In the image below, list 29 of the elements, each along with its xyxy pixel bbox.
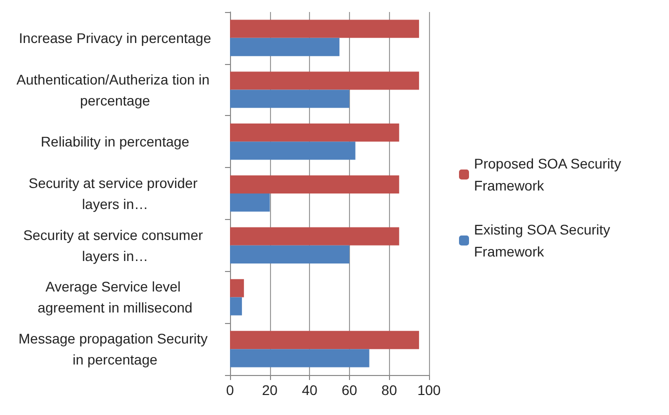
y-tick-label: Security at service provider layers in… bbox=[28, 175, 202, 212]
bar bbox=[230, 72, 420, 90]
bar bbox=[230, 349, 370, 368]
bar bbox=[230, 20, 420, 38]
bar bbox=[230, 194, 270, 212]
y-tick-label: Average Service level agreement in millisecond bbox=[38, 278, 192, 316]
bar bbox=[230, 38, 340, 56]
bar bbox=[230, 90, 350, 108]
x-tick-label: 0 bbox=[226, 382, 234, 398]
y-tick-label: Reliability in percentage bbox=[40, 134, 190, 150]
x-tick-label: 100 bbox=[417, 382, 441, 398]
y-tick-label: Authentication/Autheriza tion in percentage bbox=[16, 71, 214, 108]
bar bbox=[230, 245, 350, 264]
x-tick-label: 40 bbox=[302, 382, 318, 398]
x-tick-label: 20 bbox=[262, 382, 278, 398]
y-tick-label: Increase Privacy in percentage bbox=[18, 30, 212, 46]
legend-label: Proposed SOA Security Framework bbox=[474, 156, 625, 194]
legend-label: Existing SOA Security Framework bbox=[474, 222, 614, 260]
bar bbox=[230, 175, 400, 194]
bar bbox=[230, 330, 420, 350]
y-tick-label: Message propagation Security in percentage bbox=[18, 330, 212, 368]
bar bbox=[230, 123, 400, 142]
bar bbox=[230, 142, 356, 160]
bar bbox=[230, 297, 242, 316]
bar bbox=[230, 227, 400, 246]
y-tick-label: Security at service consumer layers in… bbox=[23, 226, 207, 264]
x-tick-label: 60 bbox=[342, 382, 358, 398]
bar bbox=[230, 279, 244, 298]
x-tick-label: 80 bbox=[381, 382, 398, 398]
